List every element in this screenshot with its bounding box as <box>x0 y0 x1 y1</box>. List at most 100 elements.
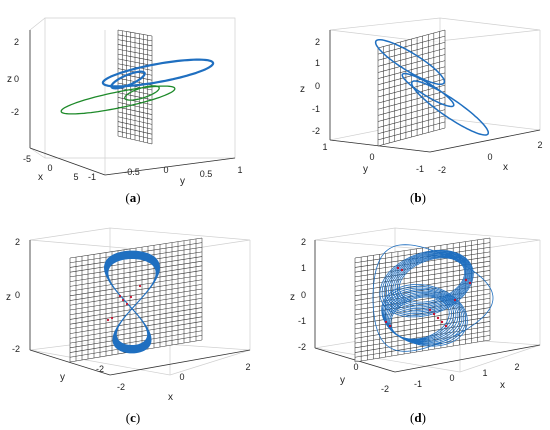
panel-d-grid-hline <box>354 265 491 287</box>
panel-d-grid-hline <box>354 293 491 315</box>
panel-d-grid-hline <box>354 279 491 301</box>
panel-c-grid-hline <box>69 284 203 306</box>
panel-a-grid-hline <box>117 58 153 66</box>
panel-d: 2 1 0 -1 -2 z 0 y -2 -1 0 1 2 x (d) <box>290 227 541 425</box>
panel-b-x-tick-2: 2 <box>537 140 542 150</box>
panel-c-section-point <box>129 295 133 299</box>
panel-b: 2 1 0 -1 -2 z 1 0 -1 y -2 0 2 x (b) <box>300 17 543 205</box>
panel-c-z-label: z <box>6 292 11 303</box>
panel-c-grid-hline <box>69 321 203 344</box>
panel-a-y-tick-4: 1 <box>237 165 242 175</box>
panel-a-series-upper-orbit <box>101 58 215 90</box>
panel-d-grid-hline <box>354 339 491 363</box>
panel-c-grid-hline <box>69 251 203 273</box>
panel-b-grid-hline <box>377 78 446 98</box>
panel-c: 2 0 -2 z -2 y -2 0 2 x (c) <box>6 227 251 425</box>
panel-d-section-point <box>396 266 400 270</box>
panel-b-z-tick-2: 0 <box>315 81 320 91</box>
panel-d-z-tick-1: 1 <box>301 263 306 273</box>
panel-d-x-tick-2: 0 <box>449 373 454 383</box>
panel-d-x-label: x <box>500 380 505 391</box>
panel-d-x-tick-3: 1 <box>482 368 487 378</box>
panel-c-y-tick-0: -2 <box>96 364 104 374</box>
panel-a-grid-hline <box>117 106 153 115</box>
panel-b-z-tick-1: 1 <box>315 58 320 68</box>
panel-c-grid-hline <box>69 311 203 334</box>
panel-a-y-tick-0: -1 <box>88 172 96 182</box>
panel-a-grid-hline <box>117 49 153 56</box>
panel-c-x-tick-2: 2 <box>245 362 250 372</box>
panel-b-grid-hline <box>377 109 446 128</box>
panel-b-grid-hline <box>377 121 446 141</box>
panel-c-section-point <box>118 294 122 298</box>
panel-c-section-point <box>138 284 142 288</box>
panel-b-grid-hline <box>377 60 446 79</box>
panel-d-section-point <box>453 298 457 302</box>
panel-a-grid-hline <box>117 73 153 81</box>
panel-c-grid-hline <box>69 325 203 349</box>
panel-a-grid-hline <box>117 29 153 37</box>
panel-a-y-label: y <box>180 176 185 187</box>
panel-d-grid-hline <box>354 260 491 282</box>
panel-d-grid-hline <box>354 247 491 268</box>
panel-c-x-label: x <box>168 392 173 403</box>
panel-a-z-tick-1: 0 <box>14 74 19 84</box>
panel-d-grid-hline <box>354 237 491 259</box>
panel-c-grid-hline <box>69 330 203 353</box>
panel-b-x-label: x <box>503 162 508 173</box>
panel-d-section-point <box>440 320 444 324</box>
panel-a-grid-hline <box>117 126 153 135</box>
panel-b-grid-hline <box>377 90 446 110</box>
panel-d-x-tick-1: -1 <box>414 379 422 389</box>
panel-d-y-tick-0: 0 <box>353 362 358 372</box>
panel-a: 2 0 -2 z -5 0 5 x -1 -0.5 0 0.5 1 y (a) <box>7 17 243 205</box>
panel-d-x-tick-0: -2 <box>381 384 389 394</box>
panel-a-grid-hline <box>117 63 153 71</box>
panel-c-section-point <box>106 318 110 322</box>
panel-a-grid-hline <box>117 44 153 51</box>
panel-d-grid-hline <box>354 335 491 358</box>
panel-d-y-label: y <box>340 375 345 386</box>
panel-b-grid-hline <box>377 115 446 135</box>
panel-a-grid-hline <box>117 87 153 96</box>
panel-a-grid-hline <box>117 102 153 110</box>
panel-c-grid-hline <box>69 237 203 259</box>
panel-a-grid-hline <box>117 92 153 101</box>
panel-b-z-tick-3: -1 <box>312 104 320 114</box>
panel-b-x-tick-0: -2 <box>438 165 446 175</box>
panel-c-grid-hline <box>69 260 203 282</box>
panel-c-section-plane <box>69 237 203 363</box>
panel-c-grid-hline <box>69 274 203 297</box>
panel-c-section-point <box>125 302 129 306</box>
panel-d-section-point <box>436 316 440 320</box>
panel-c-grid-hline <box>69 265 203 287</box>
panel-c-grid-hline <box>69 279 203 301</box>
panel-b-x-tick-1: 0 <box>487 152 492 162</box>
panel-a-grid-hline <box>117 39 153 47</box>
panel-c-axes <box>29 240 251 376</box>
panel-a-x-label: x <box>38 172 43 183</box>
panel-a-grid-hline <box>117 135 153 145</box>
panel-c-series-orbit <box>104 250 160 354</box>
panel-b-section-plane <box>377 29 446 147</box>
panel-a-y-tick-3: 0.5 <box>200 169 213 179</box>
panel-b-z-label: z <box>300 84 305 95</box>
panel-b-z-tick-4: -2 <box>312 126 320 136</box>
panel-b-y-tick-2: -1 <box>416 164 424 174</box>
panel-d-section-points <box>384 266 472 328</box>
panel-a-y-tick-1: -0.5 <box>124 167 140 177</box>
panel-a-grid-hline <box>117 130 153 140</box>
panel-d-z-tick-3: -1 <box>298 316 306 326</box>
panel-d-z-label: z <box>290 292 295 303</box>
panel-a-caption: (a) <box>125 190 140 205</box>
panel-d-grid-hline <box>354 325 491 349</box>
panel-a-axes <box>29 30 236 176</box>
panel-c-section-points <box>106 284 142 322</box>
panel-d-section-point <box>468 281 472 285</box>
panel-c-grid-hline <box>69 256 203 278</box>
panel-d-caption: (d) <box>410 410 426 425</box>
panel-a-x-tick-0: -5 <box>23 154 31 164</box>
panel-c-z-tick-0: 2 <box>15 237 20 247</box>
panel-c-grid-hline <box>69 270 203 292</box>
